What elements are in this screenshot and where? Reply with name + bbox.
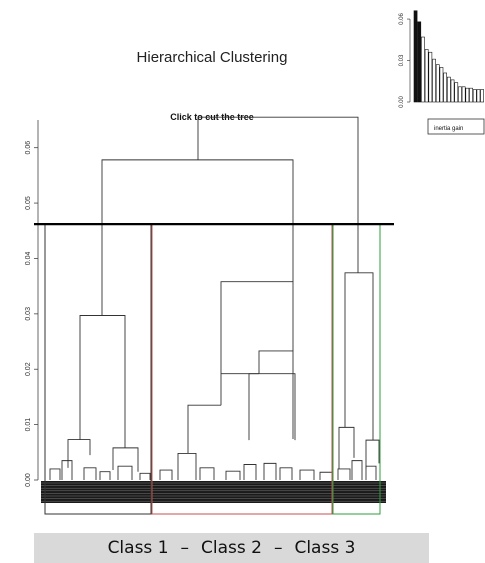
chart-title: Hierarchical Clustering [137,49,288,66]
inertia-legend-label: inertia gain [434,126,463,132]
cluster-box-2 [151,223,333,515]
dendrogram-link [197,116,359,273]
inset-y-tick-label: 0.00 [399,96,405,108]
inertia-bar [461,86,466,103]
cluster-box-1 [44,223,152,515]
dendrogram-link [365,465,377,480]
inertia-bar [424,49,429,103]
inertia-bar [450,79,455,103]
inset-y-tick-label: 0.06 [399,13,405,25]
dendrogram-tree[interactable] [49,116,380,480]
dendrogram-link [225,470,241,480]
dendrogram-link [159,469,173,480]
inertia-bar [476,89,481,103]
leaf-band [41,481,386,503]
inertia-gain-y-axis: 0.00 0.03 0.06 [399,13,411,108]
separator-1: – [180,538,190,558]
dendrogram-link [83,467,97,480]
inertia-bar [439,67,444,103]
dendrogram-link [112,447,139,472]
dendrogram-link [117,465,133,480]
inertia-gain-bars [413,10,485,103]
dendrogram-link [319,471,333,480]
dendrogram-link [338,426,355,469]
dendrogram-link [99,471,111,480]
dendrogram-leaf-band [41,481,386,503]
inertia-bar [472,89,477,103]
dendrogram-link [337,468,351,480]
dendrogram-link [263,462,277,480]
class-2-label: Class 2 [201,538,262,558]
dendrogram-link [351,460,363,480]
dendrogram-link [248,373,296,441]
dendrogram-link [101,159,294,316]
y-tick-label: 0.04 [25,252,32,266]
dendrogram-link [365,439,380,469]
y-tick-label: 0.02 [25,362,32,376]
dendrogram-link [79,315,126,448]
y-tick-label: 0.00 [25,473,32,487]
dendrogram-link [220,281,294,374]
inertia-bar [432,58,436,103]
dendrogram-link [177,452,197,480]
inset-y-tick-label: 0.03 [399,54,405,66]
dendrogram-link [243,464,257,480]
dendrogram-link [279,467,293,480]
dendrogram-link [299,469,315,480]
inertia-legend-box [427,118,485,135]
dendrogram-link [67,439,91,468]
inertia-bar [435,64,440,103]
class-labels-banner: Class 1 – Class 2 – Class 3 [34,533,429,563]
inertia-bar [413,10,418,103]
inertia-bar [458,86,462,103]
class-3-label: Class 3 [294,538,356,558]
y-tick-label: 0.01 [25,418,32,432]
dendrogram-y-axis: 0.00 0.01 0.02 0.03 0.04 0.05 0.06 [25,120,39,487]
inertia-bar [469,87,473,103]
y-tick-label: 0.05 [25,196,32,210]
inertia-bar [465,87,470,103]
dendrogram-link [220,373,259,406]
dendrogram-link [139,472,151,480]
dendrogram-link [344,272,374,441]
separator-2: – [273,538,283,558]
class-1-label: Class 1 [107,538,169,558]
inertia-bar [454,82,459,103]
inertia-bar [417,21,422,103]
dendrogram-link [258,350,294,440]
inertia-bar [428,51,433,103]
inertia-bar [421,36,425,103]
inertia-bar [480,89,485,103]
dendrogram-link [61,460,73,480]
inertia-bar [446,76,451,103]
dendrogram-link [49,468,61,480]
y-tick-label: 0.06 [25,141,32,155]
inertia-bar [443,72,448,103]
dendrogram-link [187,404,221,454]
cluster-boxes [44,223,381,515]
dendrogram-link [199,467,215,480]
y-tick-label: 0.03 [25,307,32,321]
